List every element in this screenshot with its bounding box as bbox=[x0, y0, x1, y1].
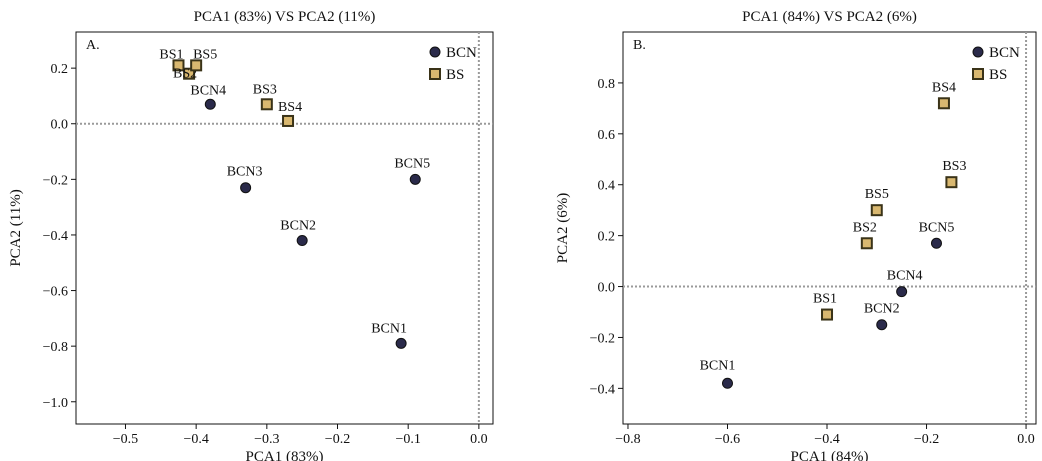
legend-label-bcn: BCN bbox=[446, 45, 477, 61]
y-axis-label: PCA2 (11%) bbox=[8, 189, 24, 266]
data-point-bs3 bbox=[260, 98, 273, 111]
data-label-bcn1: BCN1 bbox=[700, 358, 736, 373]
panel-tag: A. bbox=[86, 38, 100, 53]
legend-marker-bcn bbox=[429, 46, 441, 58]
x-tick-label: −0.4 bbox=[814, 432, 839, 447]
data-point-bcn4 bbox=[204, 98, 216, 110]
y-tick-label: −0.2 bbox=[590, 331, 615, 346]
data-point-bcn2 bbox=[296, 235, 308, 247]
data-label-bcn1: BCN1 bbox=[371, 321, 407, 336]
data-label-bs4: BS4 bbox=[932, 80, 956, 95]
series-bs: BS1 BS2 BS5 BS3 BS4 bbox=[813, 80, 966, 321]
y-tick-label: −0.6 bbox=[43, 285, 68, 300]
legend-marker-bs bbox=[972, 68, 984, 80]
data-label-bcn4: BCN4 bbox=[887, 269, 923, 284]
y-tick-label: 0.6 bbox=[598, 128, 616, 143]
data-point-bs1 bbox=[172, 59, 185, 72]
data-label-bs3: BS3 bbox=[942, 159, 966, 174]
x-tick-label: 0.0 bbox=[1017, 432, 1034, 447]
data-point-bs2 bbox=[860, 237, 873, 250]
y-tick-label: 0.0 bbox=[51, 118, 69, 133]
data-label-bs2: BS2 bbox=[853, 220, 877, 235]
x-tick-label: −0.5 bbox=[113, 432, 138, 447]
data-label-bs1: BS1 bbox=[159, 47, 183, 62]
data-label-bs3: BS3 bbox=[253, 82, 277, 97]
chart-title: PCA1 (84%) VS PCA2 (6%) bbox=[742, 9, 917, 25]
legend-marker-bcn bbox=[972, 46, 984, 58]
legend-label-bs: BS bbox=[446, 67, 464, 83]
x-tick-label: −0.8 bbox=[615, 432, 640, 447]
y-tick-label: −0.2 bbox=[43, 173, 68, 188]
y-tick-label: −0.8 bbox=[43, 340, 68, 355]
data-label-bs4: BS4 bbox=[278, 100, 302, 115]
y-tick-label: 0.4 bbox=[598, 179, 616, 194]
y-tick-label: 0.8 bbox=[598, 77, 616, 92]
data-point-bs4 bbox=[937, 97, 950, 110]
x-tick-label: −0.2 bbox=[914, 432, 939, 447]
series-bcn: BCN1 BCN2 BCN4 BCN5 bbox=[700, 220, 955, 389]
data-point-bcn5 bbox=[930, 237, 942, 249]
data-label-bs5: BS5 bbox=[193, 47, 217, 62]
data-point-bs2 bbox=[183, 67, 196, 80]
y-tick-label: −1.0 bbox=[43, 396, 68, 411]
data-point-bcn4 bbox=[896, 286, 908, 298]
x-tick-label: −0.3 bbox=[254, 432, 279, 447]
y-tick-label: −0.4 bbox=[590, 382, 615, 397]
data-point-bcn1 bbox=[721, 377, 733, 389]
panel-tag: B. bbox=[633, 38, 646, 53]
plot-frame bbox=[75, 31, 494, 425]
legend-label-bcn: BCN bbox=[989, 45, 1020, 61]
x-axis-label: PCA1 (83%) bbox=[246, 449, 324, 461]
y-tick-label: 0.0 bbox=[598, 281, 616, 296]
x-tick-label: −0.1 bbox=[395, 432, 420, 447]
x-tick-label: −0.6 bbox=[715, 432, 740, 447]
data-label-bcn4: BCN4 bbox=[190, 83, 226, 98]
data-point-bs3 bbox=[945, 176, 958, 189]
data-label-bcn2: BCN2 bbox=[280, 219, 316, 234]
data-point-bs5 bbox=[870, 204, 883, 217]
data-label-bcn3: BCN3 bbox=[227, 165, 263, 180]
data-label-bs5: BS5 bbox=[865, 187, 889, 202]
y-tick-label: 0.2 bbox=[51, 62, 69, 77]
data-point-bcn1 bbox=[395, 337, 407, 349]
y-axis-label: PCA2 (6%) bbox=[555, 193, 571, 263]
x-tick-label: −0.2 bbox=[325, 432, 350, 447]
y-tick-label: 0.2 bbox=[598, 230, 616, 245]
data-point-bcn2 bbox=[876, 319, 888, 331]
y-tick-label: −0.4 bbox=[43, 229, 68, 244]
data-point-bs5 bbox=[190, 59, 203, 72]
x-tick-label: 0.0 bbox=[470, 432, 488, 447]
chart-title: PCA1 (83%) VS PCA2 (11%) bbox=[194, 9, 376, 25]
data-point-bcn5 bbox=[409, 173, 421, 185]
series-bcn: BCN1 BCN2 BCN3 BCN4 BCN5 bbox=[190, 83, 430, 349]
data-point-bcn3 bbox=[240, 182, 252, 194]
data-label-bcn5: BCN5 bbox=[919, 220, 955, 235]
plot-frame bbox=[622, 31, 1037, 425]
data-label-bs1: BS1 bbox=[813, 292, 837, 307]
x-tick-label: −0.4 bbox=[183, 432, 208, 447]
data-point-bs4 bbox=[282, 114, 295, 127]
x-axis-label: PCA1 (84%) bbox=[791, 449, 869, 461]
legend: BCN BS bbox=[972, 45, 1020, 83]
legend-label-bs: BS bbox=[989, 67, 1007, 83]
data-point-bs1 bbox=[821, 308, 834, 321]
legend: BCN BS bbox=[429, 45, 477, 83]
data-label-bcn2: BCN2 bbox=[864, 302, 900, 317]
data-label-bcn5: BCN5 bbox=[394, 156, 430, 171]
legend-marker-bs bbox=[429, 68, 441, 80]
chart-panel-a: PCA1 (83%) VS PCA2 (11%) −0.5 −0.4 −0.3 −0.2… bbox=[8, 9, 494, 461]
chart-panel-b: PCA1 (84%) VS PCA2 (6%) −0.8 −0.6 −0.4 −0.2 0… bbox=[555, 9, 1037, 461]
